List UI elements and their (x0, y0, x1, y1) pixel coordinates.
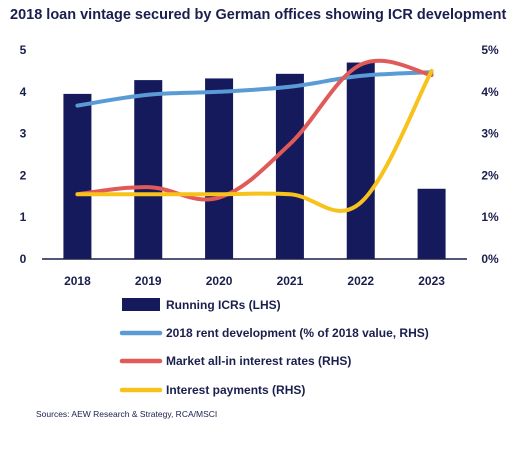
category-label: 2022 (347, 274, 374, 288)
line-rent-development (75, 70, 434, 108)
source-note: Sources: AEW Research & Strategy, RCA/MS… (36, 409, 218, 419)
bar-running-icr (275, 73, 304, 260)
bar-running-icr (417, 188, 446, 259)
left-tick-label: 0 (20, 252, 27, 266)
bar-running-icr (63, 93, 92, 259)
right-tick-label: 0% (481, 252, 499, 266)
legend-label: 2018 rent development (% of 2018 value, … (166, 326, 429, 340)
left-tick-label: 1 (20, 210, 27, 224)
category-label: 2021 (277, 274, 304, 288)
left-tick-label: 3 (20, 127, 27, 141)
legend-label: Running ICRs (LHS) (166, 298, 281, 312)
right-axis: 0% 1% 2% 3% 4% 5% (481, 43, 499, 266)
legend: Running ICRs (LHS) 2018 rent development … (119, 298, 429, 397)
bar-running-icr (134, 80, 163, 259)
bar-running-icr (205, 78, 234, 259)
category-label: 2018 (64, 274, 91, 288)
left-axis: 0 1 2 3 4 5 (20, 43, 27, 266)
bar-running-icr (346, 62, 375, 259)
right-tick-label: 3% (481, 127, 499, 141)
left-tick-label: 5 (20, 43, 27, 57)
line-series (75, 58, 434, 213)
left-tick-label: 2 (20, 168, 27, 182)
chart-title: 2018 loan vintage secured by German offi… (10, 7, 507, 23)
line-market-interest-rates (75, 58, 434, 202)
bar-series (63, 62, 446, 260)
right-tick-label: 5% (481, 43, 499, 57)
category-label: 2019 (135, 274, 162, 288)
legend-swatch-bar (122, 298, 160, 311)
right-tick-label: 1% (481, 210, 499, 224)
category-label: 2020 (206, 274, 233, 288)
right-tick-label: 2% (481, 168, 499, 182)
legend-label: Market all-in interest rates (RHS) (166, 354, 351, 368)
legend-label: Interest payments (RHS) (166, 383, 305, 397)
category-label: 2023 (418, 274, 445, 288)
x-axis: 2018 2019 2020 2021 2022 2023 (64, 274, 445, 288)
right-tick-label: 4% (481, 85, 499, 99)
line-interest-payments (75, 68, 434, 213)
left-tick-label: 4 (20, 85, 27, 99)
